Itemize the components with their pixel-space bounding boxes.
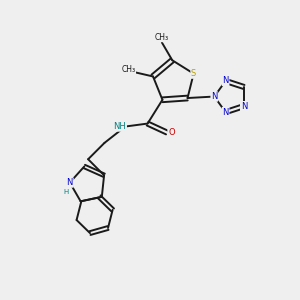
Text: N: N xyxy=(222,76,229,85)
Text: NH: NH xyxy=(114,122,126,131)
Text: N: N xyxy=(222,108,229,117)
Text: S: S xyxy=(191,69,196,78)
Text: CH₃: CH₃ xyxy=(155,33,169,42)
Text: CH₃: CH₃ xyxy=(121,65,135,74)
Text: O: O xyxy=(168,128,175,137)
Text: N: N xyxy=(67,178,73,187)
Text: N: N xyxy=(211,92,218,101)
Text: N: N xyxy=(241,102,247,111)
Text: H: H xyxy=(64,189,69,195)
